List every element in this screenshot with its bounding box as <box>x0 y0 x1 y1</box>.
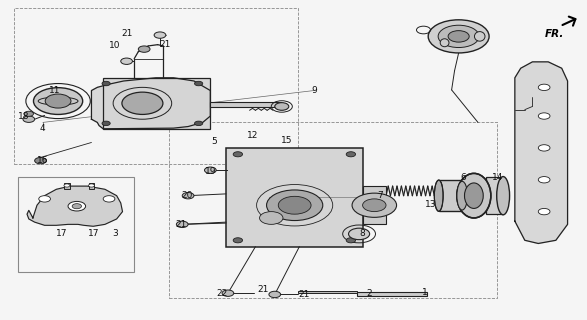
Ellipse shape <box>497 177 510 215</box>
Bar <box>298 291 357 293</box>
Ellipse shape <box>457 173 491 218</box>
Text: 5: 5 <box>211 137 217 146</box>
Text: 12: 12 <box>247 131 258 140</box>
Circle shape <box>352 193 397 217</box>
Circle shape <box>24 111 33 116</box>
Circle shape <box>222 290 234 296</box>
Circle shape <box>103 196 115 202</box>
Circle shape <box>538 113 550 119</box>
Text: 10: 10 <box>109 41 121 50</box>
Text: 19: 19 <box>205 167 216 176</box>
Ellipse shape <box>464 183 483 208</box>
Circle shape <box>39 196 50 202</box>
Circle shape <box>33 88 83 115</box>
Text: 7: 7 <box>377 191 383 200</box>
Ellipse shape <box>440 39 449 47</box>
Circle shape <box>139 46 150 52</box>
Text: 16: 16 <box>37 156 49 165</box>
Circle shape <box>363 199 386 212</box>
Bar <box>103 78 210 129</box>
Text: 20: 20 <box>181 191 193 200</box>
Circle shape <box>45 94 71 108</box>
Text: 15: 15 <box>281 136 292 145</box>
Circle shape <box>68 201 86 211</box>
Circle shape <box>194 121 203 125</box>
Text: 4: 4 <box>40 124 46 133</box>
Text: 21: 21 <box>257 284 269 293</box>
Circle shape <box>122 92 163 115</box>
Circle shape <box>121 58 133 64</box>
Circle shape <box>259 212 283 224</box>
Polygon shape <box>92 78 210 129</box>
Text: 3: 3 <box>112 229 118 238</box>
Circle shape <box>349 228 370 240</box>
Circle shape <box>428 20 489 53</box>
Bar <box>438 180 462 211</box>
Text: 9: 9 <box>311 86 317 95</box>
Text: FR.: FR. <box>545 29 564 39</box>
Text: 14: 14 <box>491 173 503 182</box>
Circle shape <box>538 84 550 91</box>
Circle shape <box>102 121 110 125</box>
Text: 21: 21 <box>176 220 187 229</box>
Circle shape <box>538 208 550 215</box>
Text: 22: 22 <box>217 289 228 298</box>
Text: 1: 1 <box>423 288 428 297</box>
Text: 13: 13 <box>426 200 437 209</box>
Circle shape <box>35 157 46 164</box>
Bar <box>210 102 281 107</box>
Text: 17: 17 <box>87 229 99 238</box>
Ellipse shape <box>434 180 443 211</box>
Bar <box>363 186 386 224</box>
Circle shape <box>346 152 356 157</box>
Circle shape <box>64 184 70 187</box>
Circle shape <box>204 167 216 173</box>
Circle shape <box>176 221 188 228</box>
Ellipse shape <box>38 97 78 105</box>
Circle shape <box>194 81 203 86</box>
Text: 8: 8 <box>359 229 365 238</box>
Circle shape <box>538 177 550 183</box>
Polygon shape <box>515 62 568 244</box>
Bar <box>89 183 95 189</box>
Ellipse shape <box>474 32 485 41</box>
Text: 21: 21 <box>298 290 310 299</box>
Text: 17: 17 <box>56 229 68 238</box>
Circle shape <box>346 238 356 243</box>
Bar <box>64 183 70 189</box>
Text: 2: 2 <box>367 289 372 298</box>
Ellipse shape <box>457 181 467 210</box>
Circle shape <box>23 116 35 123</box>
Bar <box>485 177 503 214</box>
Circle shape <box>182 193 194 199</box>
Text: 6: 6 <box>460 173 466 182</box>
Text: 21: 21 <box>121 29 132 38</box>
Circle shape <box>269 291 281 298</box>
Circle shape <box>438 25 479 48</box>
Bar <box>18 177 134 272</box>
Text: 11: 11 <box>49 86 60 95</box>
Circle shape <box>89 184 95 187</box>
Circle shape <box>72 204 82 209</box>
Circle shape <box>154 32 166 38</box>
Circle shape <box>233 152 242 157</box>
Polygon shape <box>27 186 123 226</box>
Text: 18: 18 <box>18 112 30 121</box>
Bar <box>357 292 427 296</box>
Circle shape <box>448 31 469 42</box>
Circle shape <box>278 196 311 214</box>
Circle shape <box>266 190 323 220</box>
Circle shape <box>233 238 242 243</box>
Bar <box>226 148 363 247</box>
Circle shape <box>102 81 110 86</box>
Text: 21: 21 <box>159 40 170 49</box>
Circle shape <box>275 103 289 110</box>
Circle shape <box>538 145 550 151</box>
